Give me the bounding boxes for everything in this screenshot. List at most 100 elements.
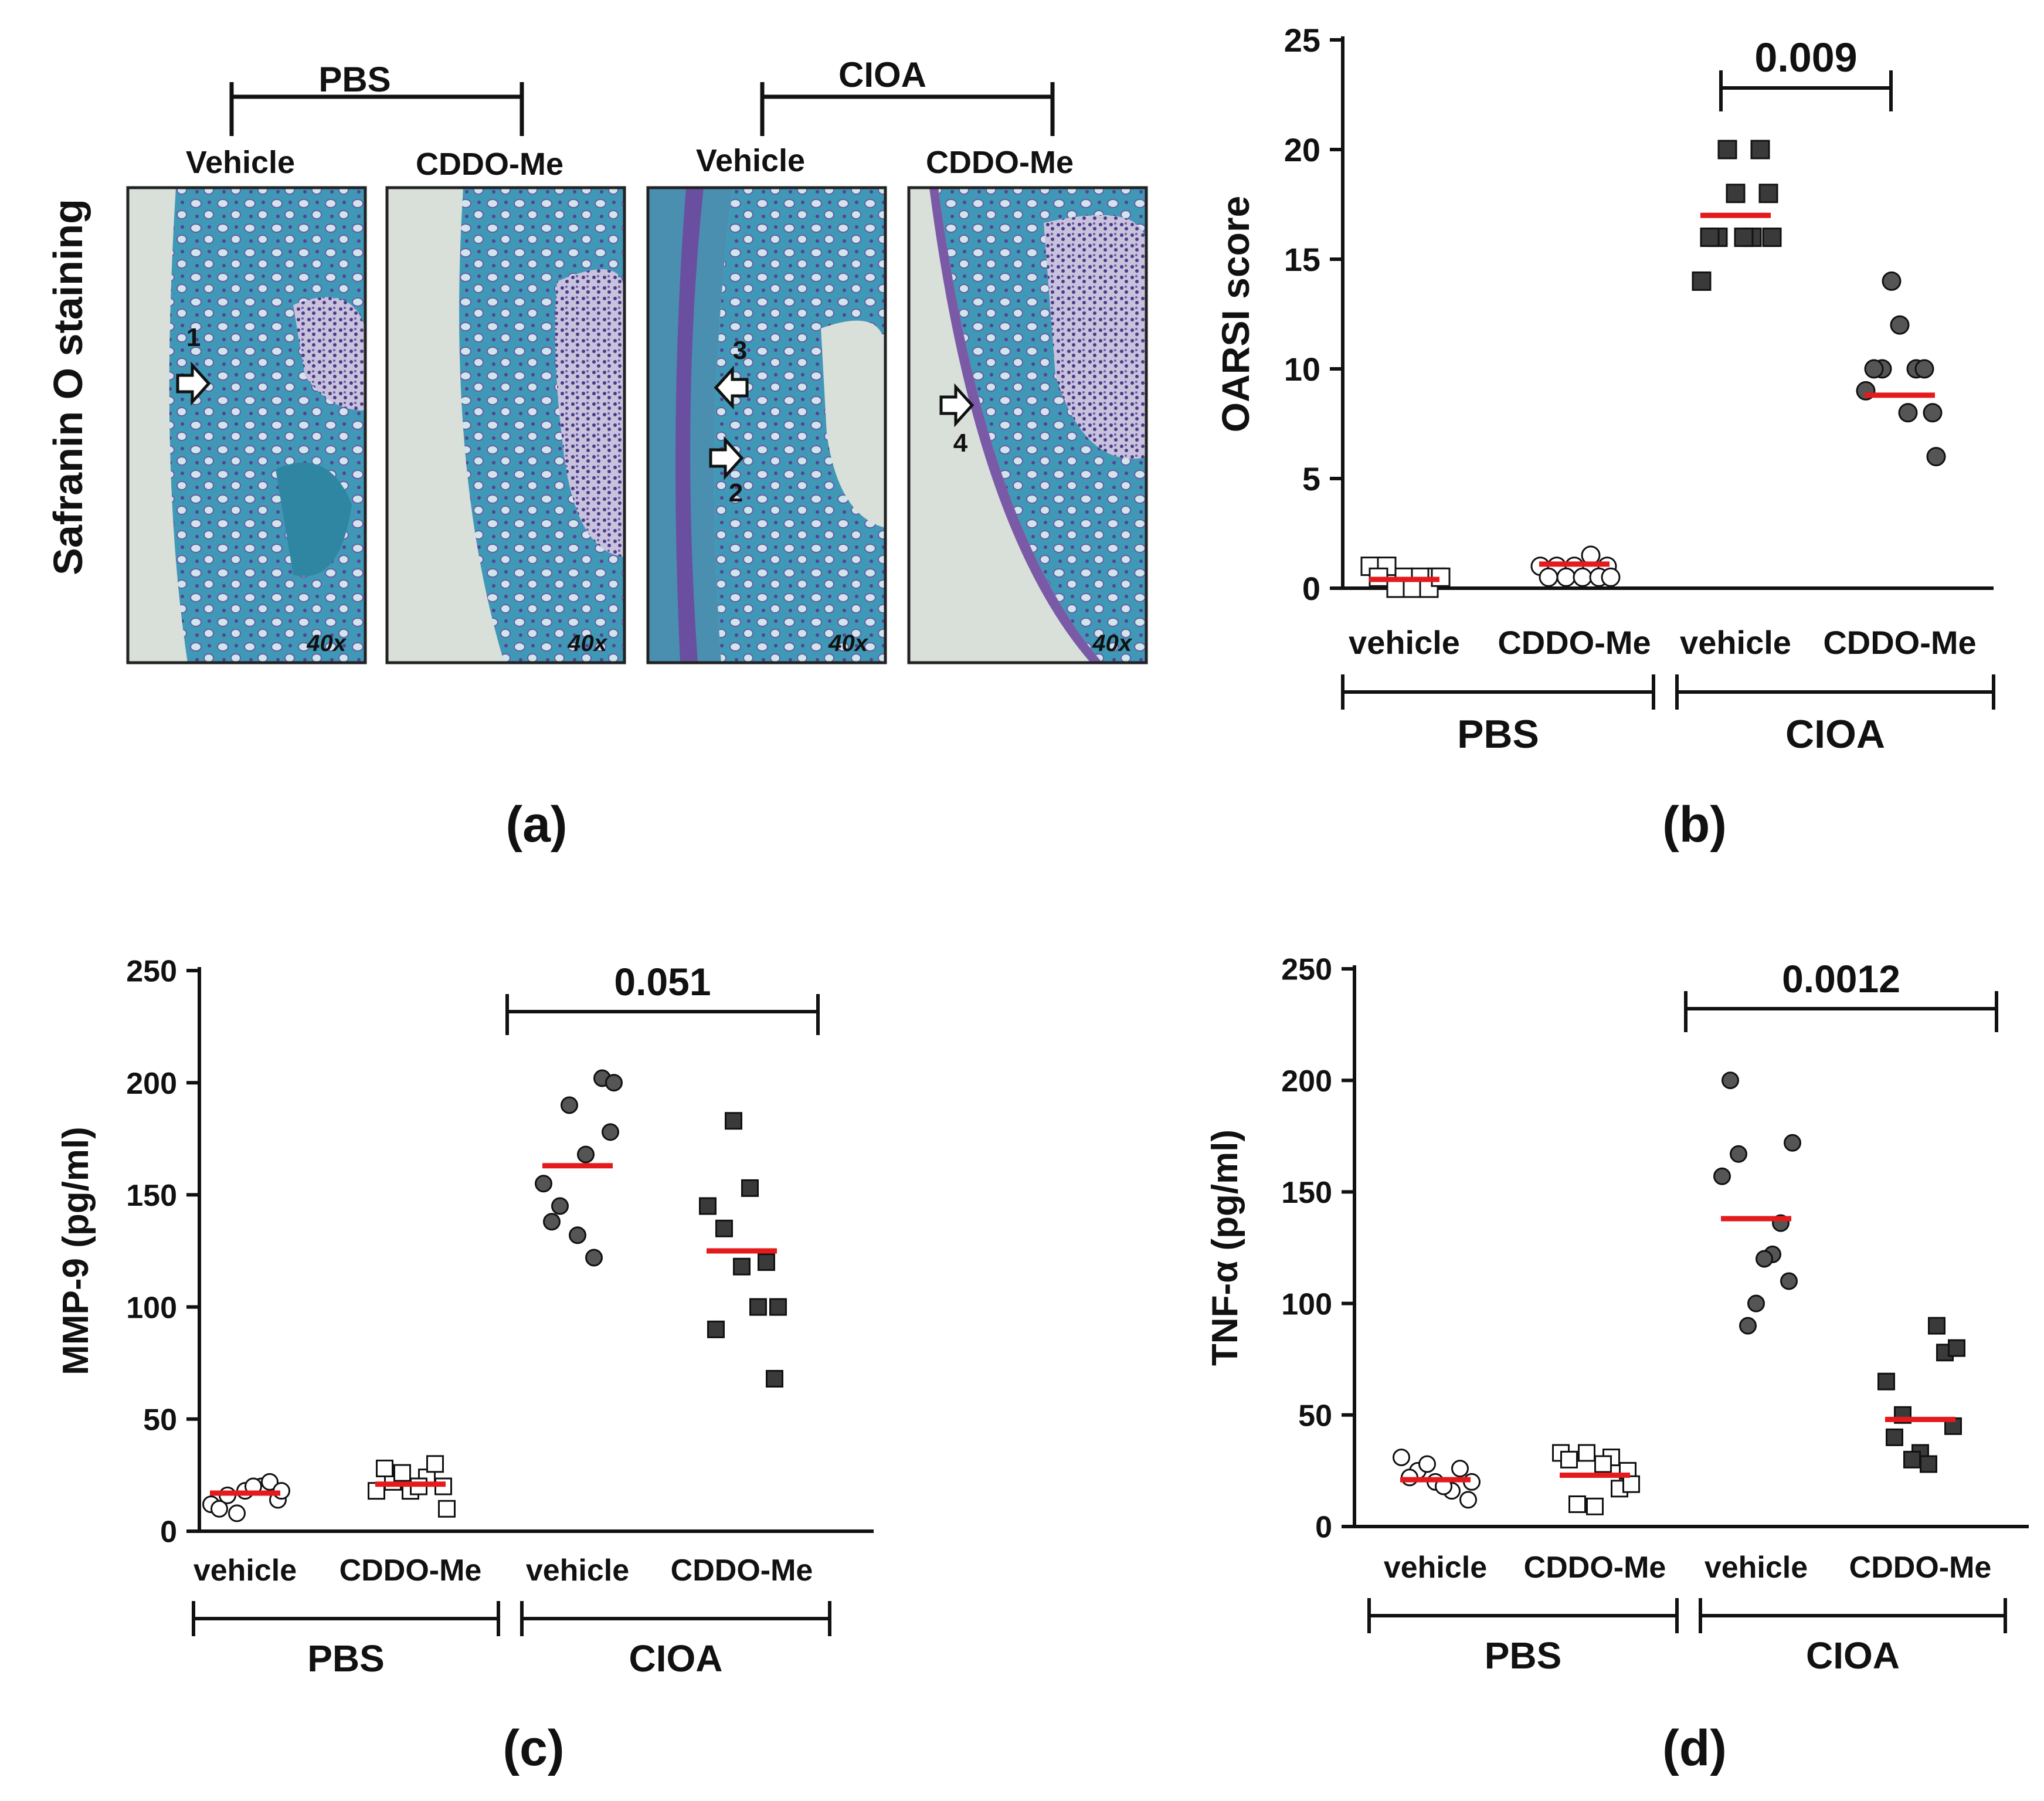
arrow-label-1: 1 — [186, 323, 201, 352]
y-tick-label: 5 — [1302, 460, 1320, 497]
group-label: PBS — [1457, 712, 1539, 757]
data-point — [1568, 1495, 1586, 1513]
category-label: CDDO-Me — [1849, 1551, 1992, 1585]
data-point — [699, 1197, 717, 1215]
y-tick-label: 250 — [1281, 953, 1332, 987]
group-bracket-pbs: PBS — [229, 60, 524, 136]
y-tick-label: 10 — [1284, 351, 1320, 388]
data-point — [1560, 1450, 1578, 1468]
data-point — [1948, 1339, 1965, 1357]
category-label: CDDO-Me — [671, 1554, 813, 1588]
category-label: vehicle — [1349, 624, 1460, 661]
y-tick-label: 50 — [1298, 1399, 1332, 1433]
data-point — [1578, 1444, 1595, 1462]
data-point — [1730, 1145, 1747, 1163]
data-point — [1780, 1272, 1798, 1290]
data-point — [1920, 1455, 1937, 1473]
group-bracket — [192, 1601, 500, 1636]
data-point — [1936, 1344, 1954, 1362]
data-point — [1890, 315, 1910, 335]
group-label-cioa: CIOA — [838, 55, 926, 94]
data-point — [210, 1500, 228, 1518]
group-label: PBS — [1485, 1634, 1562, 1677]
data-point — [1903, 1450, 1921, 1468]
data-point — [1734, 228, 1754, 247]
category-label: vehicle — [1384, 1551, 1487, 1585]
data-point — [561, 1096, 578, 1114]
arrow-label-2: 2 — [729, 479, 743, 507]
y-axis-label: MMP-9 (pg/ml) — [56, 1127, 96, 1375]
data-point — [1556, 567, 1576, 587]
data-point — [1726, 184, 1746, 203]
y-tick-label: 250 — [126, 955, 177, 989]
y-tick-label: 200 — [1281, 1064, 1332, 1098]
group-bracket — [520, 1601, 831, 1636]
data-point — [438, 1500, 456, 1518]
panel-caption: (c) — [502, 1720, 564, 1776]
data-point — [733, 1257, 751, 1276]
data-point — [715, 1219, 733, 1237]
y-tick-label: 50 — [143, 1403, 177, 1437]
p-value-label: 0.0012 — [1782, 957, 1900, 1000]
category-label: CDDO-Me — [1823, 624, 1976, 661]
arrow-label-3: 3 — [733, 336, 747, 365]
y-tick-label: 25 — [1284, 22, 1320, 59]
panel-c: 0 50 100 150 200 250 MMP-9 (pg/ml) vehicle CDDO-… — [56, 955, 874, 1776]
data-point — [1403, 578, 1422, 598]
y-tick-label: 100 — [126, 1291, 177, 1325]
y-tick-label: 100 — [1281, 1287, 1332, 1321]
data-point — [1692, 271, 1712, 291]
data-point — [261, 1473, 279, 1491]
arrow-right-icon — [176, 361, 211, 406]
y-tick-label: 150 — [126, 1179, 177, 1213]
data-point — [605, 1074, 623, 1092]
magnification-label: 40x — [567, 630, 607, 656]
data-point — [393, 1464, 411, 1482]
y-tick-label: 0 — [160, 1515, 177, 1549]
data-point — [1539, 567, 1559, 587]
y-axis-label: TNF-α (pg/ml) — [1205, 1130, 1245, 1366]
data-point — [1573, 567, 1593, 587]
data-point — [749, 1298, 767, 1316]
data-point — [741, 1179, 759, 1197]
data-point — [585, 1249, 603, 1267]
category-label: vehicle — [193, 1554, 297, 1588]
data-point — [1784, 1134, 1801, 1152]
data-point — [1762, 228, 1782, 247]
data-point — [769, 1298, 787, 1316]
p-value-label: 0.051 — [614, 960, 711, 1003]
data-point — [1914, 359, 1934, 379]
sub-label-pbs-vehicle: Vehicle — [186, 145, 295, 180]
data-point — [1594, 1455, 1612, 1473]
arrow-left-icon — [714, 365, 749, 410]
data-point — [1393, 1449, 1410, 1467]
y-tick-label: 20 — [1284, 131, 1320, 168]
data-point — [602, 1123, 619, 1141]
sub-label-cioa-cddo: CDDO-Me — [926, 145, 1074, 180]
data-point — [1586, 1497, 1604, 1515]
data-point — [1750, 140, 1770, 160]
data-point — [1898, 403, 1918, 423]
category-label: CDDO-Me — [1524, 1551, 1666, 1585]
data-point — [1700, 228, 1720, 247]
data-point — [228, 1504, 246, 1522]
group-label-pbs: PBS — [318, 60, 391, 99]
micrograph-cioa-vehicle: 3 2 40x — [646, 186, 887, 664]
y-tick-label: 200 — [126, 1067, 177, 1101]
panel-caption-a: (a) — [505, 796, 567, 853]
category-label: CDDO-Me — [339, 1554, 482, 1588]
significance-bracket — [505, 994, 820, 1035]
significance-bracket — [1719, 70, 1893, 111]
data-point — [1451, 1460, 1469, 1478]
group-bracket — [1367, 1598, 1679, 1633]
p-value-label: 0.009 — [1754, 35, 1857, 80]
magnification-label: 40x — [828, 630, 868, 656]
data-point — [758, 1253, 775, 1271]
data-point — [1758, 184, 1778, 203]
category-label: vehicle — [1680, 624, 1791, 661]
data-point — [543, 1213, 561, 1231]
data-point — [1459, 1491, 1477, 1509]
sub-label-pbs-cddo: CDDO-Me — [416, 147, 563, 182]
panel-a: Safranin O staining PBS CIOA Vehicle CDD… — [45, 55, 1148, 853]
y-tick-label: 150 — [1281, 1176, 1332, 1210]
